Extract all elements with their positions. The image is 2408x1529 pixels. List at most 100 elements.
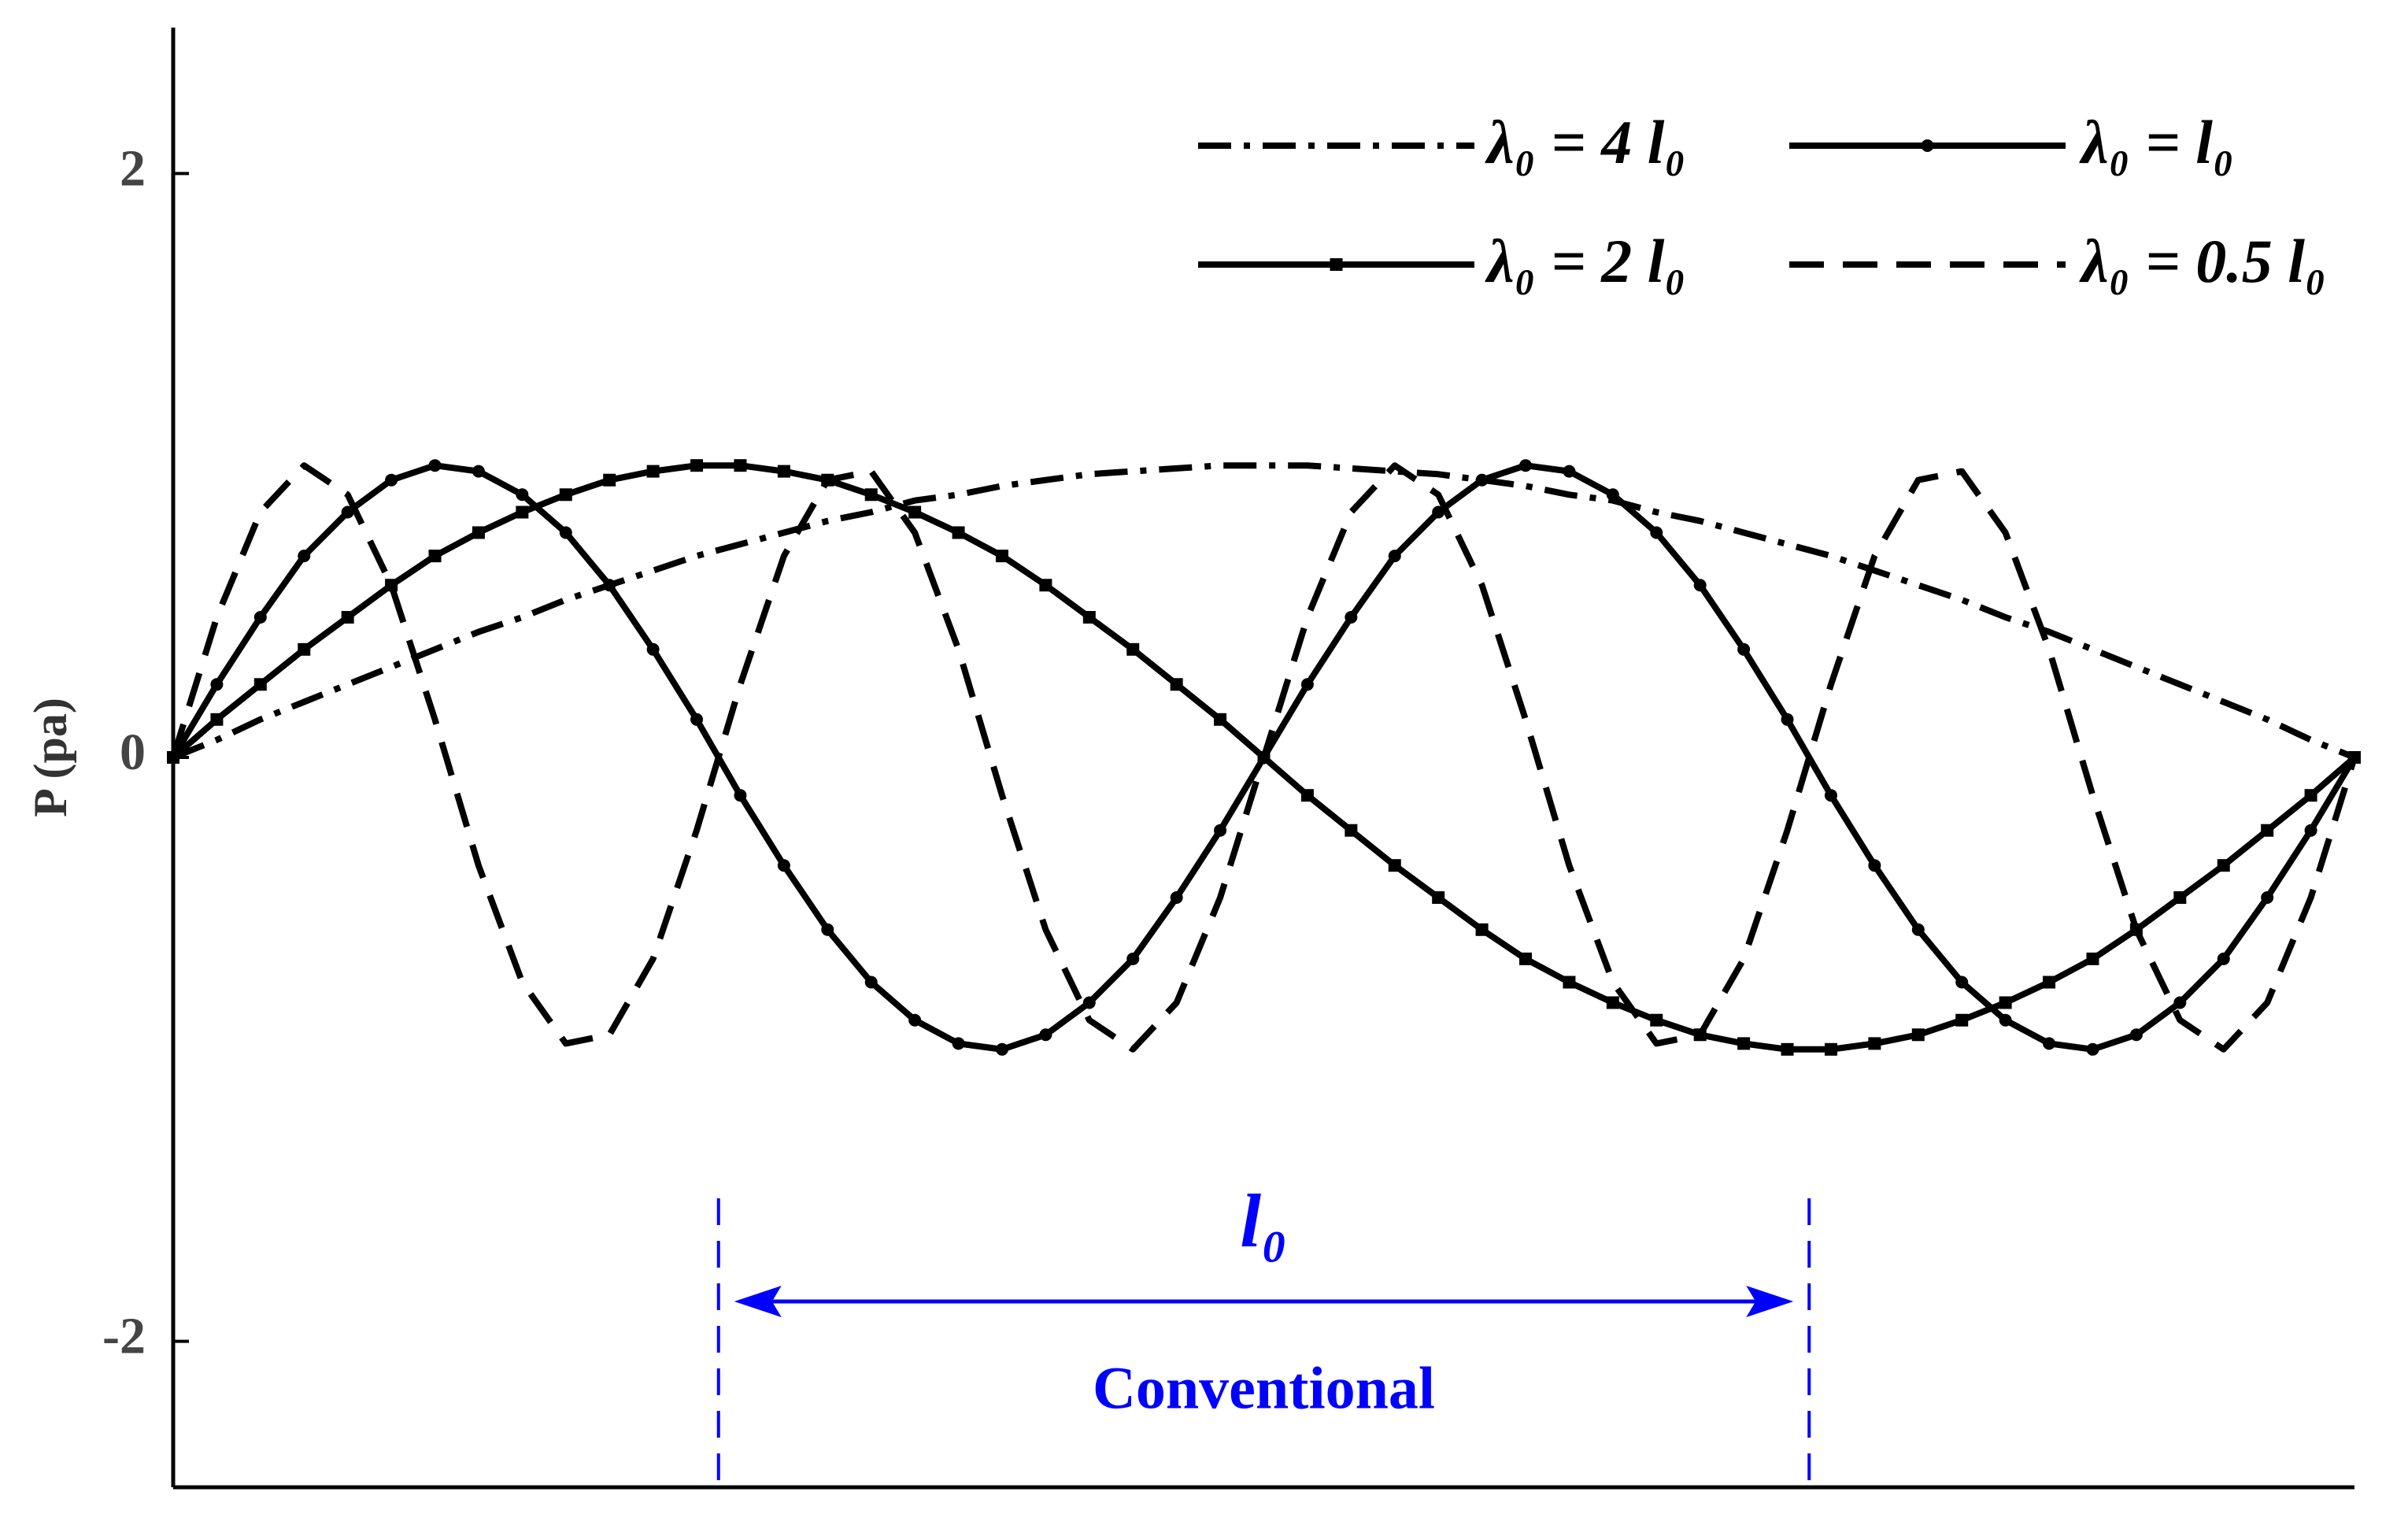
marker xyxy=(341,505,354,519)
marker xyxy=(1082,996,1096,1009)
marker xyxy=(516,505,529,519)
y-tick-label: 0 xyxy=(120,724,146,781)
y-tick-label: 2 xyxy=(120,140,146,198)
marker xyxy=(2043,1037,2056,1050)
marker xyxy=(2217,859,2230,872)
span-text: Conventional xyxy=(1093,1355,1435,1421)
marker xyxy=(428,459,442,472)
marker xyxy=(603,579,616,592)
marker xyxy=(1039,579,1052,592)
arrow-head xyxy=(734,1286,782,1317)
marker xyxy=(1475,923,1489,936)
legend-label: λ₀ = l₀ xyxy=(2079,108,2234,176)
marker xyxy=(1693,579,1707,592)
marker xyxy=(1126,952,1140,965)
marker xyxy=(690,459,704,472)
marker xyxy=(2173,890,2187,904)
marker xyxy=(210,678,224,691)
marker xyxy=(1432,505,1445,519)
marker xyxy=(1345,611,1358,624)
marker xyxy=(1606,488,1619,502)
legend-marker xyxy=(1330,258,1343,271)
marker xyxy=(734,459,747,472)
marker xyxy=(2129,1028,2143,1042)
marker xyxy=(777,859,790,872)
legend-label: λ₀ = 4 l₀ xyxy=(1485,108,1686,176)
marker xyxy=(821,923,834,936)
marker xyxy=(1999,1013,2012,1027)
legend-label: λ₀ = 0.5 l₀ xyxy=(2079,227,2326,295)
marker xyxy=(1737,642,1751,656)
y-tick-label: -2 xyxy=(102,1308,146,1365)
marker xyxy=(1781,713,1794,726)
marker xyxy=(734,789,747,802)
marker xyxy=(1388,859,1401,872)
marker xyxy=(1563,465,1576,478)
marker xyxy=(472,465,485,478)
marker xyxy=(2217,952,2230,965)
marker xyxy=(908,1013,922,1027)
marker xyxy=(646,465,660,478)
marker xyxy=(1170,890,1183,904)
marker xyxy=(341,611,354,624)
marker xyxy=(1824,1042,1837,1056)
marker xyxy=(603,473,616,487)
marker xyxy=(1911,923,1925,936)
legend-marker xyxy=(1921,139,1934,152)
marker xyxy=(428,550,442,563)
marker xyxy=(1868,859,1881,872)
marker xyxy=(2261,824,2274,837)
y-axis-label: P (pa) xyxy=(24,698,76,817)
marker xyxy=(559,488,572,502)
marker xyxy=(210,713,224,726)
marker xyxy=(908,505,922,519)
marker xyxy=(864,488,878,502)
marker xyxy=(1650,526,1663,539)
marker xyxy=(1650,1013,1663,1027)
marker xyxy=(1519,952,1533,965)
arrow-head xyxy=(1746,1286,1794,1317)
marker xyxy=(472,526,485,539)
marker xyxy=(1868,1037,1881,1050)
marker xyxy=(2261,890,2274,904)
marker xyxy=(2043,976,2056,989)
marker xyxy=(2086,1042,2099,1056)
span-label: l₀ xyxy=(1240,1179,1287,1263)
marker xyxy=(1911,1028,1925,1042)
marker xyxy=(1737,1037,1751,1050)
series-line xyxy=(170,462,2358,1053)
marker xyxy=(1519,459,1533,472)
marker xyxy=(2304,824,2317,837)
marker xyxy=(253,678,267,691)
marker xyxy=(1082,611,1096,624)
marker xyxy=(1563,976,1576,989)
marker xyxy=(385,579,398,592)
marker xyxy=(1955,976,1969,989)
marker xyxy=(995,550,1008,563)
marker xyxy=(1214,824,1227,837)
marker xyxy=(1999,996,2012,1009)
marker xyxy=(1432,890,1445,904)
marker xyxy=(1126,642,1140,656)
marker xyxy=(864,976,878,989)
marker xyxy=(1300,789,1314,802)
legend-label: λ₀ = 2 l₀ xyxy=(1485,227,1686,295)
marker xyxy=(777,465,790,478)
marker xyxy=(1300,678,1314,691)
marker xyxy=(952,526,965,539)
marker xyxy=(690,713,704,726)
marker xyxy=(1170,678,1183,691)
marker xyxy=(2086,952,2099,965)
marker xyxy=(1039,1028,1052,1042)
marker xyxy=(559,526,572,539)
marker xyxy=(995,1042,1008,1056)
marker xyxy=(298,642,311,656)
marker xyxy=(646,642,660,656)
marker xyxy=(385,473,398,487)
marker xyxy=(1475,473,1489,487)
marker xyxy=(1214,713,1227,726)
marker xyxy=(1781,1042,1794,1056)
marker xyxy=(2173,996,2187,1009)
marker xyxy=(1345,824,1358,837)
